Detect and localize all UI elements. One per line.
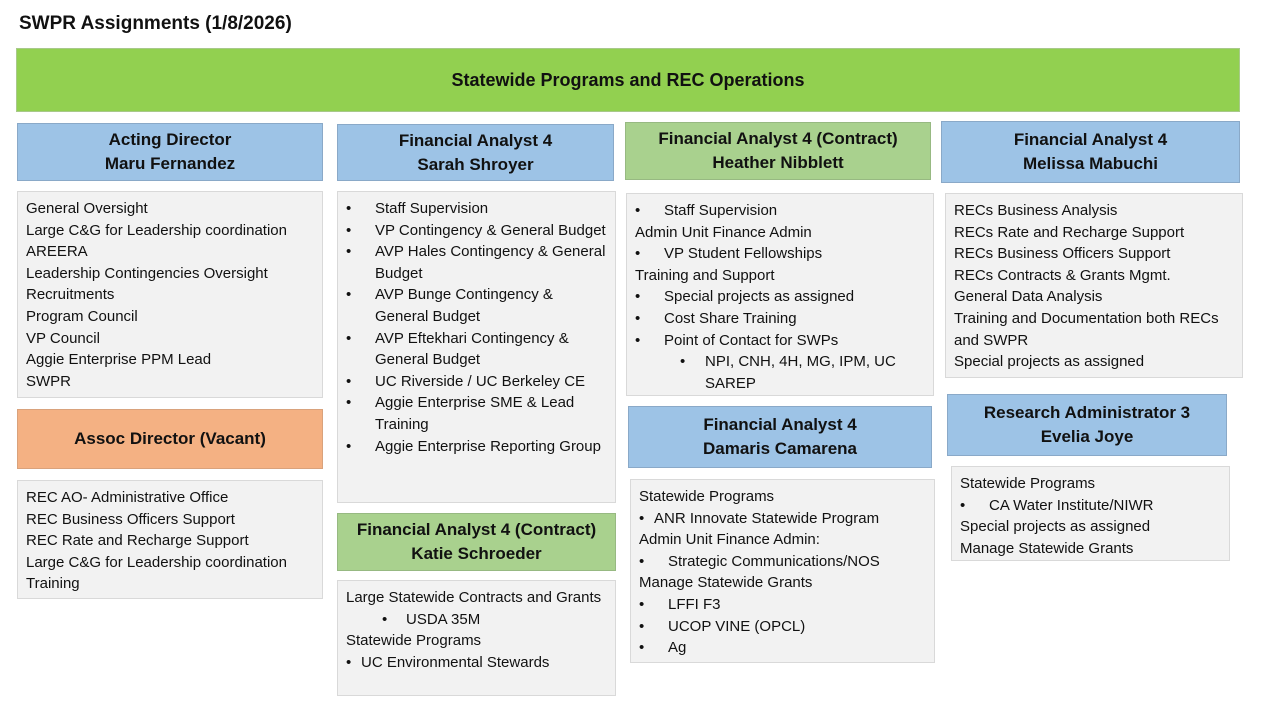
duty-item: Training and Documentation both RECs and…	[954, 309, 1219, 349]
duty-item: SWPR	[26, 372, 71, 390]
duties-schroeder: Large Statewide Contracts and Grants USDA…	[337, 580, 616, 696]
duty-item: Admin Unit Finance Admin	[635, 223, 812, 241]
duties-mabuchi: RECs Business Analysis RECs Rate and Rech…	[945, 193, 1243, 378]
duty-item: RECs Business Officers Support	[954, 245, 1171, 263]
duties-fernandez: General Oversight Large C&G for Leadershi…	[17, 191, 323, 398]
duty-bullet-item: AVP Bunge Contingency & General Budget	[346, 284, 607, 327]
role-title: Financial Analyst 4 (Contract)	[356, 520, 597, 539]
duty-bullet-item: CA Water Institute/NIWR	[960, 495, 1221, 517]
role-title: Assoc Director (Vacant)	[74, 429, 266, 448]
duty-item: RECs Business Analysis	[954, 202, 1118, 219]
duty-item: AREERA	[26, 243, 88, 261]
duty-bullet-item: Staff Supervision	[635, 200, 925, 222]
duty-item: Training and Support	[635, 266, 775, 284]
person-name: Evelia Joye	[1040, 427, 1134, 446]
duty-bullet-item: AVP Eftekhari Contingency & General Budg…	[346, 328, 607, 371]
duty-item: VP Council	[26, 329, 100, 347]
duty-bullet-item: Cost Share Training	[635, 308, 925, 330]
header-nibblett: Financial Analyst 4 (Contract) Heather Ni…	[625, 122, 931, 180]
header-joye: Research Administrator 3 Evelia Joye	[947, 394, 1227, 456]
header-mabuchi: Financial Analyst 4 Melissa Mabuchi	[941, 121, 1240, 183]
duties-shroyer: Staff SupervisionVP Contingency & Genera…	[337, 191, 616, 503]
duty-bullet-item: UC Riverside / UC Berkeley CE	[346, 371, 607, 393]
role-title: Financial Analyst 4 (Contract)	[658, 129, 898, 148]
person-name: Maru Fernandez	[104, 154, 236, 173]
duty-item: Aggie Enterprise PPM Lead	[26, 351, 212, 369]
header-schroeder: Financial Analyst 4 (Contract) Katie Schr…	[337, 513, 616, 571]
duty-item: Large Statewide Contracts and Grants	[346, 589, 602, 606]
header-fernandez: Acting Director Maru Fernandez	[17, 123, 323, 181]
header-camarena: Financial Analyst 4 Damaris Camarena	[628, 406, 932, 468]
duty-item: Leadership Contingencies Oversight	[26, 264, 268, 282]
duty-item: Manage Statewide Grants	[960, 539, 1134, 557]
duty-item: Special projects as assigned	[960, 518, 1151, 536]
role-title: Acting Director	[108, 130, 232, 149]
person-name: Sarah Shroyer	[417, 154, 534, 174]
role-title: Financial Analyst 4	[703, 415, 857, 434]
duty-bullet-item: Aggie Enterprise SME & Lead Training	[346, 392, 607, 435]
duty-bullet-item: Ag	[639, 637, 926, 659]
duty-bullet-item: Strategic Communications/NOS	[639, 551, 926, 573]
duty-bullet-item: Special projects as assigned	[635, 286, 925, 308]
duty-item: REC Business Officers Support	[26, 510, 235, 528]
duty-item: Statewide Programs	[960, 475, 1096, 492]
duty-item: Large C&G for Leadership coordination	[26, 221, 287, 239]
duty-item: RECs Contracts & Grants Mgmt.	[954, 266, 1171, 284]
duty-bullet-item: Aggie Enterprise Reporting Group	[346, 436, 607, 458]
page-title: SWPR Assignments (1/8/2026)	[19, 13, 292, 34]
person-name: Melissa Mabuchi	[1022, 154, 1159, 173]
duty-item: Training	[26, 575, 80, 593]
duties-joye: Statewide Programs CA Water Institute/NIW…	[951, 466, 1230, 561]
duty-item: Recruitments	[26, 286, 115, 304]
header-shroyer: Financial Analyst 4 Sarah Shroyer	[337, 124, 614, 181]
duty-bullet-item: USDA 35M	[346, 609, 607, 631]
person-name: Damaris Camarena	[702, 439, 858, 458]
duty-item: RECs Rate and Recharge Support	[954, 223, 1185, 241]
duty-item: Statewide Programs	[639, 488, 775, 505]
duty-item: General Oversight	[26, 200, 148, 217]
role-title: Financial Analyst 4	[398, 130, 553, 150]
duty-item: REC AO- Administrative Office	[26, 489, 229, 506]
role-title: Financial Analyst 4	[1013, 130, 1168, 149]
duty-bullet-item: UCOP VINE (OPCL)	[639, 616, 926, 638]
duty-item: Manage Statewide Grants	[639, 574, 813, 592]
duty-bullet-item: NPI, CNH, 4H, MG, IPM, UC SAREP	[635, 351, 925, 394]
duty-item: Program Council	[26, 307, 138, 325]
duties-assoc: REC AO- Administrative Office REC Busines…	[17, 480, 323, 599]
duties-camarena: Statewide Programs ANR Innovate Statewide…	[630, 479, 935, 663]
duty-item: REC Rate and Recharge Support	[26, 532, 249, 550]
duty-item: Large C&G for Leadership coordination	[26, 553, 287, 571]
duty-item: Statewide Programs	[346, 632, 482, 650]
role-title: Research Administrator 3	[983, 403, 1191, 422]
duty-item: General Data Analysis	[954, 288, 1103, 306]
person-name: Heather Nibblett	[712, 153, 844, 172]
duty-bullet-item: Point of Contact for SWPs	[635, 330, 925, 352]
person-name: Katie Schroeder	[411, 544, 542, 563]
duty-bullet-item: AVP Hales Contingency & General Budget	[346, 241, 607, 284]
duty-bullet-item: ANR Innovate Statewide Program	[639, 508, 926, 530]
duty-bullet-item: VP Student Fellowships	[635, 243, 925, 265]
duty-item: Special projects as assigned	[954, 353, 1145, 371]
duty-bullet-item: LFFI F3	[639, 594, 926, 616]
header-assoc: Assoc Director (Vacant)	[17, 409, 323, 469]
duty-bullet-item: Staff Supervision	[346, 198, 607, 220]
duty-bullet-item: VP Contingency & General Budget	[346, 220, 607, 242]
duty-bullet-item: UC Environmental Stewards	[346, 652, 607, 674]
duty-item: Admin Unit Finance Admin:	[639, 531, 820, 549]
banner-statewide-programs: Statewide Programs and REC Operations	[16, 48, 1240, 112]
